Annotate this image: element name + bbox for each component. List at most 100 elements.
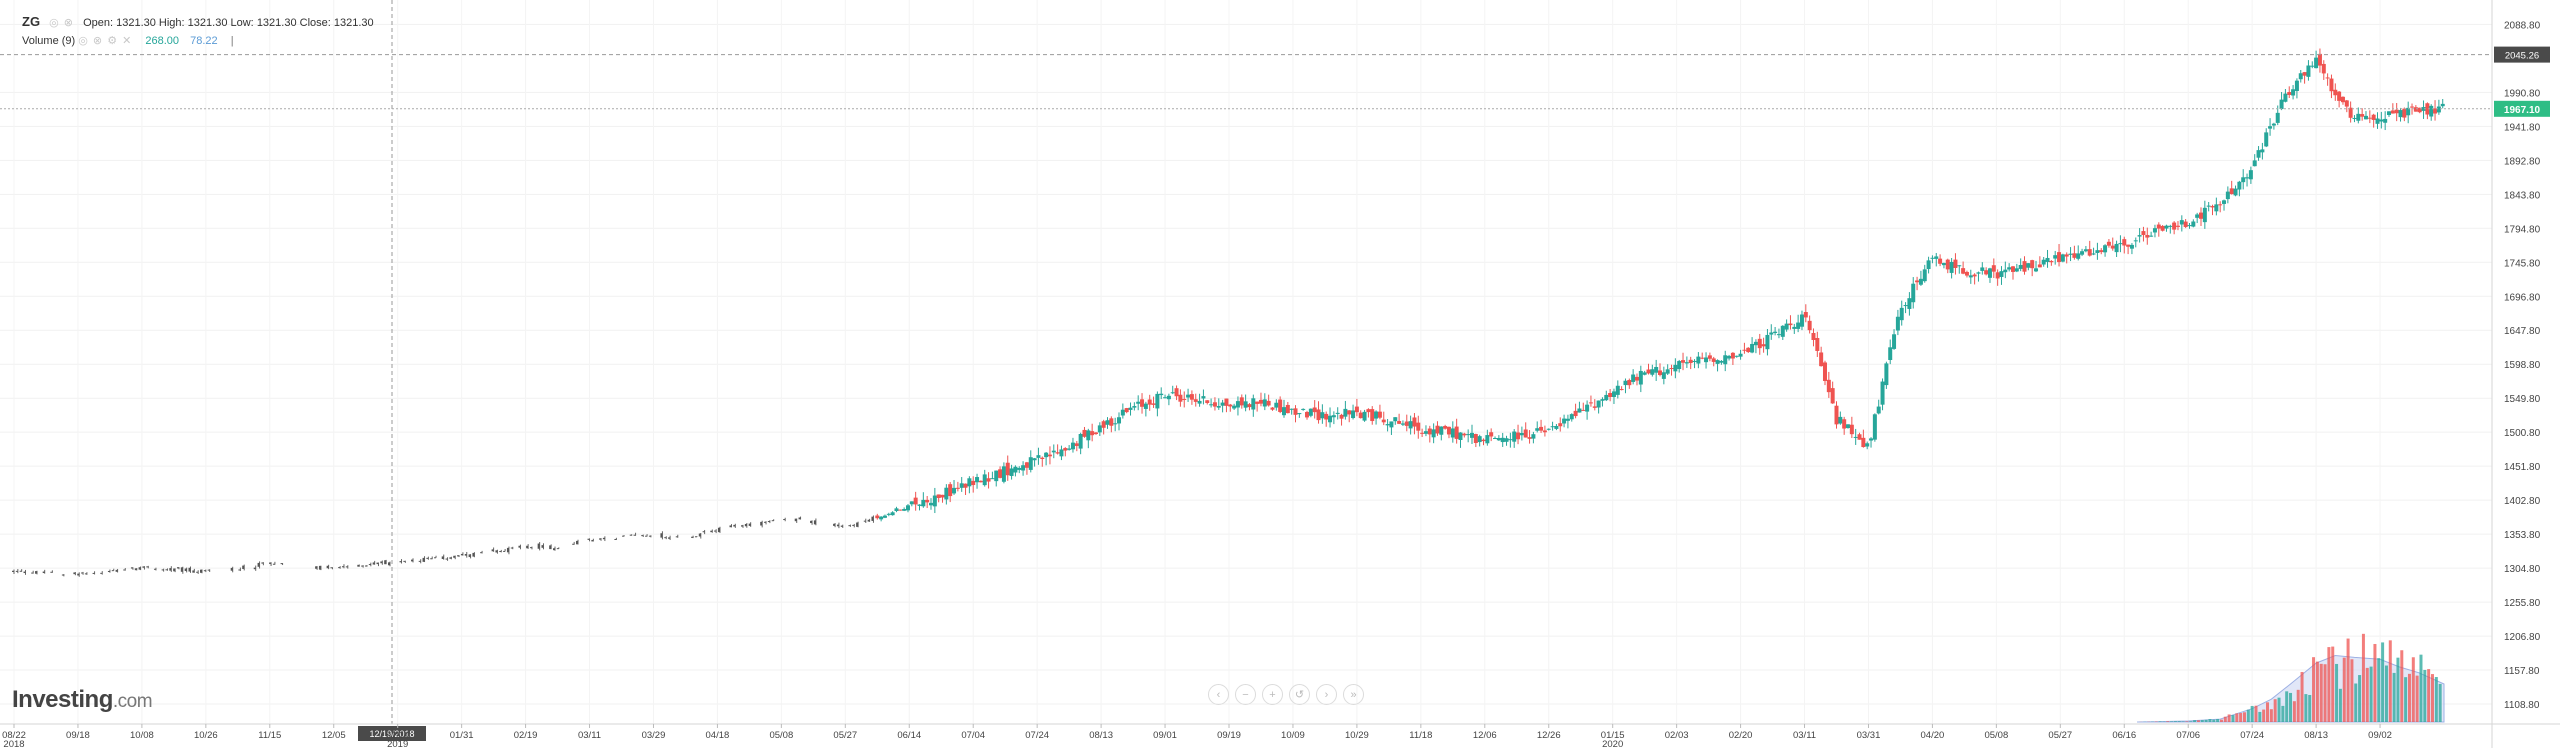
candle-body — [510, 547, 513, 549]
candle — [2168, 224, 2173, 234]
candle — [913, 491, 918, 511]
candle-body — [948, 484, 953, 497]
candle-body — [936, 494, 941, 499]
candle-body — [1308, 408, 1313, 416]
candle — [1431, 423, 1436, 444]
price-tick-label: 1353.80 — [2504, 530, 2541, 541]
volume-label[interactable]: Volume (9) — [22, 35, 76, 47]
candle — [1734, 355, 1739, 358]
time-tick-label: 03/29 — [642, 730, 666, 741]
candle — [1140, 393, 1145, 414]
candle-body — [2294, 80, 2299, 92]
candle-body — [875, 515, 880, 519]
reset-icon[interactable]: ↺ — [1289, 684, 1310, 705]
candle-body — [1335, 412, 1340, 414]
candle-body — [1362, 411, 1367, 421]
price-tick-label: 1892.80 — [2504, 156, 2541, 167]
candle — [1328, 407, 1333, 428]
candle-body — [1964, 271, 1969, 276]
candle — [602, 536, 606, 542]
candle-body — [1209, 404, 1214, 406]
candle-body — [341, 566, 344, 568]
candle-body — [2352, 117, 2357, 119]
candle-body — [2218, 204, 2223, 206]
go-to-end-icon[interactable]: » — [1343, 684, 1364, 705]
candle — [153, 567, 157, 571]
scroll-left-icon[interactable]: ‹ — [1208, 684, 1229, 705]
zoom-in-icon[interactable]: + — [1262, 684, 1283, 705]
candle-body — [1493, 438, 1498, 440]
candle-body — [2429, 105, 2434, 117]
candle-body — [134, 568, 137, 571]
candle-body — [380, 561, 383, 564]
legend-controls-icon[interactable]: ◎ ⊗ — [49, 17, 74, 29]
volume-bar — [2407, 673, 2411, 722]
candle — [729, 524, 732, 528]
candle — [875, 513, 880, 520]
candle — [2248, 166, 2253, 184]
volume-controls-icon[interactable]: ◎ ⊗ ⚙ ✕ — [78, 35, 133, 47]
candle-body — [81, 572, 84, 574]
candle-body — [2110, 245, 2115, 249]
candle — [2337, 91, 2342, 108]
candle — [2068, 247, 2073, 262]
candle — [978, 480, 983, 483]
zoom-out-icon[interactable]: − — [1235, 684, 1256, 705]
time-tick-label: 07/04 — [961, 730, 985, 741]
candle — [1738, 349, 1743, 360]
price-axis[interactable]: 1108.80 1157.80 1206.80 1255.80 1304.80 1353.… — [2491, 0, 2541, 748]
candle — [1212, 397, 1217, 411]
candle-body — [1684, 362, 1689, 364]
candle-body — [1412, 417, 1417, 427]
candle-body — [1232, 405, 1237, 409]
candle — [2187, 223, 2192, 229]
candle — [192, 568, 195, 573]
candle-body — [1558, 423, 1563, 427]
price-tick-label: 1500.80 — [2504, 428, 2541, 439]
candle — [967, 476, 972, 494]
candle — [2037, 256, 2042, 268]
candle — [1761, 337, 1766, 353]
candle-body — [73, 572, 76, 575]
volume-bar — [2392, 672, 2396, 722]
candle-body — [1565, 418, 1570, 421]
candle-body — [1462, 433, 1467, 436]
candle-body — [1136, 401, 1141, 404]
candle-body — [261, 562, 264, 564]
candle — [1753, 339, 1758, 354]
candle-body — [1838, 416, 1843, 424]
chart-legend: ZG ◎ ⊗ Open: 1321.30 High: 1321.30 Low: … — [22, 13, 374, 50]
candle-body — [1784, 323, 1789, 330]
candle — [959, 477, 964, 492]
candle — [1892, 329, 1897, 350]
candle — [1377, 404, 1382, 420]
scroll-right-icon[interactable]: › — [1316, 684, 1337, 705]
candle-body — [1753, 341, 1758, 346]
candle-body — [330, 567, 333, 569]
candle — [1404, 414, 1409, 432]
candle — [2436, 99, 2441, 115]
candle-body — [411, 559, 414, 562]
candle — [1220, 399, 1225, 413]
candle-body — [1301, 408, 1306, 410]
candle-body — [798, 517, 801, 520]
candle — [1596, 400, 1601, 414]
candle — [1117, 412, 1122, 431]
time-tick-label: 08/22 — [2, 730, 26, 741]
candle-body — [2325, 77, 2330, 79]
candle — [840, 524, 844, 528]
symbol-name[interactable]: ZG — [22, 14, 41, 29]
candle — [326, 564, 330, 570]
candle-body — [1573, 410, 1578, 417]
candle — [161, 568, 165, 572]
time-tick-label: 11/15 — [258, 730, 281, 741]
candle — [882, 514, 887, 519]
crosshair-price-label: 2045.26 — [2505, 51, 2539, 62]
candle — [1684, 356, 1689, 368]
candle-body — [1485, 435, 1490, 444]
candle — [430, 556, 433, 560]
candle — [1044, 451, 1049, 466]
candle — [1136, 395, 1141, 411]
